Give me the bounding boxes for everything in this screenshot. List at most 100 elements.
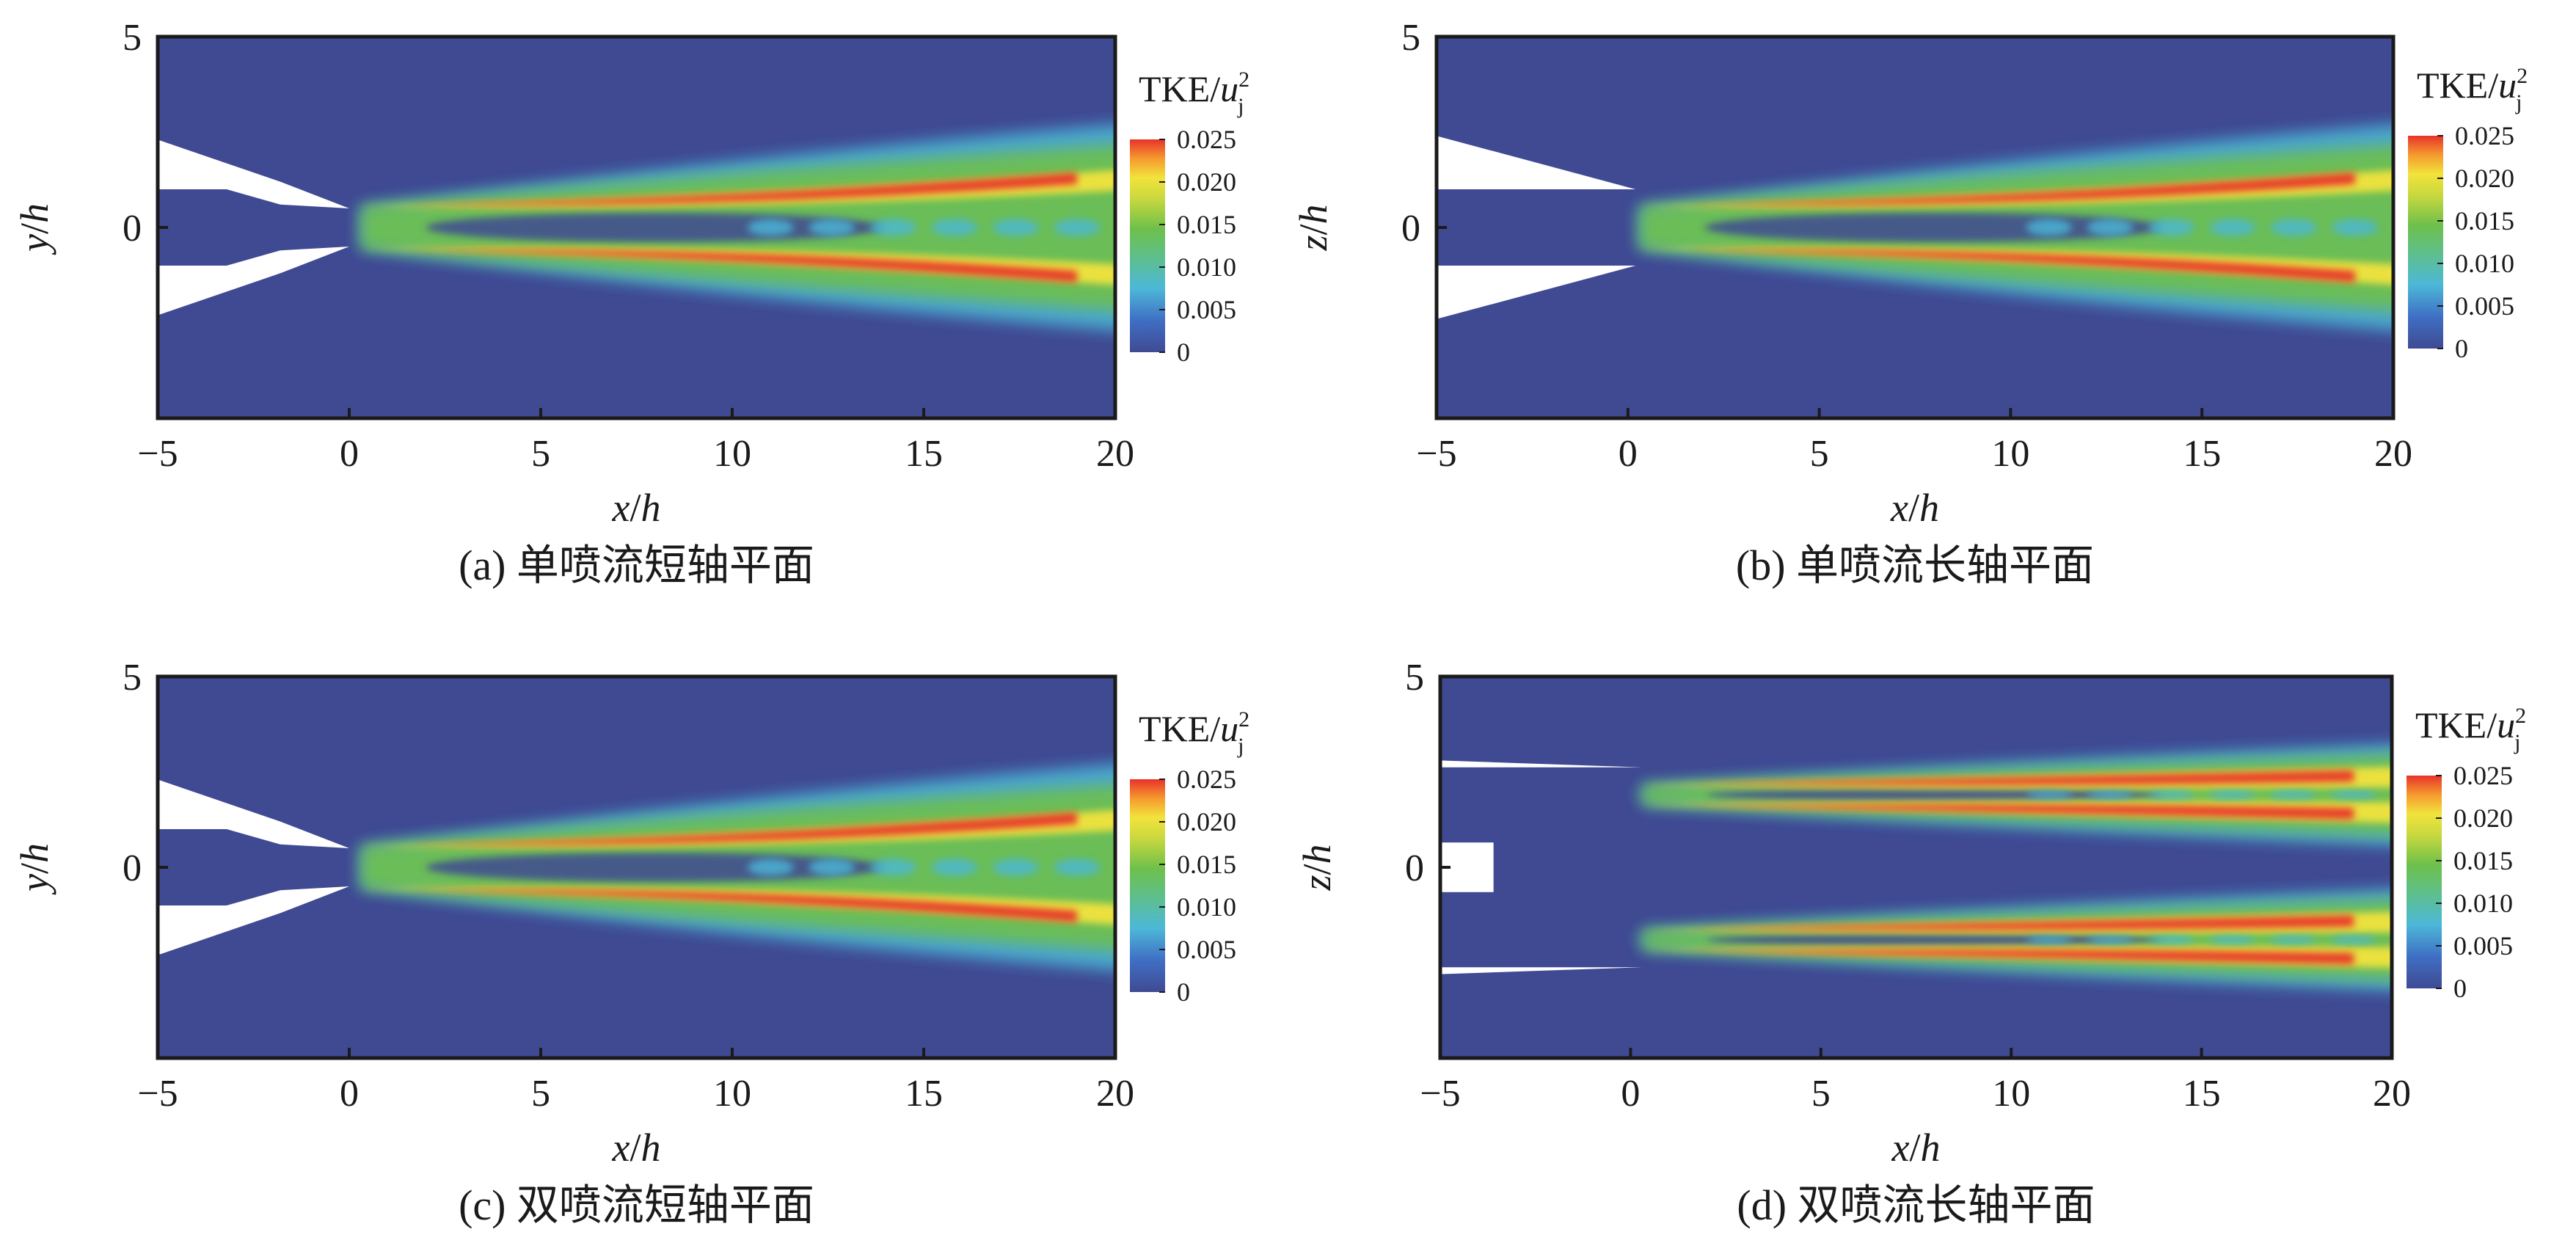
x-tick-label: −5 (1420, 1073, 1460, 1115)
shock-cell (992, 219, 1039, 236)
shear-layer-red (406, 249, 1077, 282)
colorbar-tick-label: 0.010 (2455, 249, 2514, 278)
plot-area (1440, 677, 2392, 1058)
shock-cell (2087, 936, 2134, 944)
x-tick-label: 5 (531, 433, 550, 475)
shock-cell (869, 219, 916, 236)
shock-cell (2148, 791, 2194, 799)
y-axis-label: y/h (12, 203, 56, 255)
shear-layer-yellow (360, 887, 1115, 925)
shock-cell (747, 219, 794, 236)
x-tick-label: 15 (2183, 433, 2221, 475)
y-axis-label: z/h (1291, 204, 1335, 251)
colorbar-tick-label: 0.020 (1177, 167, 1236, 197)
nozzle-wall (158, 779, 349, 955)
colorbar-tick-label: 0.010 (2453, 889, 2513, 918)
x-tick-label: 0 (1619, 433, 1638, 475)
x-axis-label: x/h (1890, 486, 1939, 530)
colorbar: 0.025 0.020 0.015 0.010 0.005 0 TKE/u2 j (2408, 64, 2528, 363)
tke-field (1641, 744, 2392, 991)
shock-cell (2148, 936, 2194, 944)
x-tick-label: −5 (1416, 433, 1456, 475)
colorbar-tick-label: 0 (1177, 338, 1190, 367)
x-tick-label: 10 (713, 433, 751, 475)
colorbar-tick-label: 0.010 (1177, 252, 1236, 282)
colorbar-tick-label: 0.015 (2453, 846, 2513, 875)
nozzle-lower (1437, 266, 1636, 319)
colorbar-tick-label: 0.005 (1177, 935, 1236, 964)
shock-cell (931, 859, 978, 876)
shock-cell (931, 219, 978, 236)
nozzle-lower (158, 247, 349, 316)
y-tick-label: 0 (1405, 847, 1424, 889)
tke-field (360, 764, 1115, 971)
colorbar-tick-label: 0.025 (2453, 761, 2513, 790)
shock-cell (2269, 791, 2316, 799)
shock-cell (809, 859, 855, 876)
colorbar-tick-label: 0.025 (2455, 121, 2514, 150)
shear-layer-red (1687, 949, 2354, 965)
y-tick-label: 5 (1405, 657, 1424, 699)
nozzle-wall (1437, 136, 1636, 319)
nozzle-wall (158, 139, 349, 316)
colorbar-tick-label: 0.020 (2453, 803, 2513, 833)
colorbar: 0.025 0.020 0.015 0.010 0.005 0 TKE/u2 j (1130, 707, 1249, 1007)
shock-cell (2026, 219, 2072, 236)
shear-layer-red (1687, 770, 2354, 785)
nozzle-lower-lip (1440, 967, 1642, 974)
shock-cell (2087, 791, 2134, 799)
y-tick-label: 0 (123, 208, 142, 249)
shear-layer-red (1685, 172, 2355, 205)
shock-cell (1054, 219, 1101, 236)
colorbar-tick-label: 0.015 (1177, 850, 1236, 879)
colorbar: 0.025 0.020 0.015 0.010 0.005 0 TKE/u2 j (2407, 704, 2526, 1003)
shear-layer-red (406, 889, 1077, 922)
x-tick-label: 5 (1811, 1073, 1831, 1115)
nozzle-upper-lip (1440, 760, 1642, 768)
y-axis-label: y/h (12, 843, 56, 895)
x-axis-label: x/h (1891, 1126, 1941, 1170)
shock-cell (2332, 219, 2379, 236)
colorbar-tick-label: 0.020 (1177, 807, 1236, 836)
shear-layer-yellow (1639, 247, 2393, 285)
colorbar: 0.025 0.020 0.015 0.010 0.005 0 TKE/u2 j (1130, 68, 1249, 367)
colorbar-tick-label: 0.005 (1177, 295, 1236, 324)
x-tick-label: 0 (340, 433, 359, 475)
shock-cell (2269, 936, 2316, 944)
shock-cell (2208, 936, 2255, 944)
panel-caption: (b) 单喷流长轴平面 (1736, 542, 2094, 589)
x-tick-label: 15 (905, 1073, 943, 1115)
x-tick-label: 10 (1991, 433, 2029, 475)
colorbar-tick-label: 0 (2453, 974, 2467, 1003)
shear-layer-yellow (360, 809, 1115, 847)
x-tick-label: 5 (1810, 433, 1829, 475)
panel-caption: (c) 双喷流短轴平面 (459, 1181, 814, 1229)
y-tick-label: 5 (123, 657, 142, 699)
x-tick-label: 10 (1992, 1073, 2030, 1115)
x-tick-label: 5 (531, 1073, 550, 1115)
x-tick-label: 20 (1096, 1073, 1134, 1115)
shock-cell (2330, 936, 2377, 944)
y-axis-label: z/h (1295, 844, 1339, 891)
y-tick-label: 5 (1401, 17, 1420, 59)
tke-field (1639, 124, 2393, 331)
shear-layer-yellow (360, 247, 1115, 285)
shock-cell (1054, 859, 1101, 876)
x-tick-label: 15 (2183, 1073, 2221, 1115)
shock-cell (2148, 219, 2194, 236)
x-tick-label: 20 (2373, 1073, 2411, 1115)
colorbar-tick-label: 0.025 (1177, 765, 1236, 794)
shock-cell (869, 859, 916, 876)
nozzle-upper (158, 779, 349, 848)
shock-cell (2087, 219, 2134, 236)
x-tick-label: 20 (1096, 433, 1134, 475)
colorbar-tick-label: 0.010 (1177, 892, 1236, 922)
shear-layer-red (1687, 804, 2354, 820)
colorbar-tick-label: 0.020 (2455, 164, 2514, 193)
nozzle-upper (1437, 136, 1636, 189)
